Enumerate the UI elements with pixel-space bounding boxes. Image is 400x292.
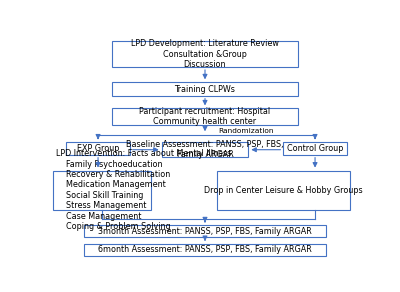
FancyBboxPatch shape (112, 82, 298, 96)
FancyBboxPatch shape (112, 41, 298, 67)
FancyBboxPatch shape (66, 142, 130, 155)
Text: Training CLPWs: Training CLPWs (174, 84, 236, 93)
FancyBboxPatch shape (84, 225, 326, 237)
FancyBboxPatch shape (162, 142, 248, 157)
FancyBboxPatch shape (84, 244, 326, 256)
FancyBboxPatch shape (112, 108, 298, 124)
FancyBboxPatch shape (283, 142, 347, 155)
Text: LPD Intervention: Facts about Mental Illness
    Family Psychoeducation
    Reco: LPD Intervention: Facts about Mental Ill… (56, 149, 232, 231)
Text: Baseline Assessment: PANSS, PSP, FBS,
Family ARGAR: Baseline Assessment: PANSS, PSP, FBS, Fa… (126, 140, 284, 159)
Text: LPD Development: Literature Review
Consultation &Group
Discussion: LPD Development: Literature Review Consu… (131, 39, 279, 69)
Text: 3month Assessment: PANSS, PSP, FBS, Family ARGAR: 3month Assessment: PANSS, PSP, FBS, Fami… (98, 227, 312, 236)
FancyBboxPatch shape (53, 171, 151, 210)
Text: Randomization: Randomization (218, 128, 274, 134)
Text: Drop in Center Leisure & Hobby Groups: Drop in Center Leisure & Hobby Groups (204, 186, 363, 195)
Text: Control Group: Control Group (287, 144, 343, 153)
Text: 6month Assessment: PANSS, PSP, FBS, Family ARGAR: 6month Assessment: PANSS, PSP, FBS, Fami… (98, 245, 312, 254)
Text: EXP Group: EXP Group (77, 144, 119, 153)
FancyBboxPatch shape (217, 171, 350, 210)
Text: Participant recruitment: Hospital
Community health center: Participant recruitment: Hospital Commun… (140, 107, 270, 126)
